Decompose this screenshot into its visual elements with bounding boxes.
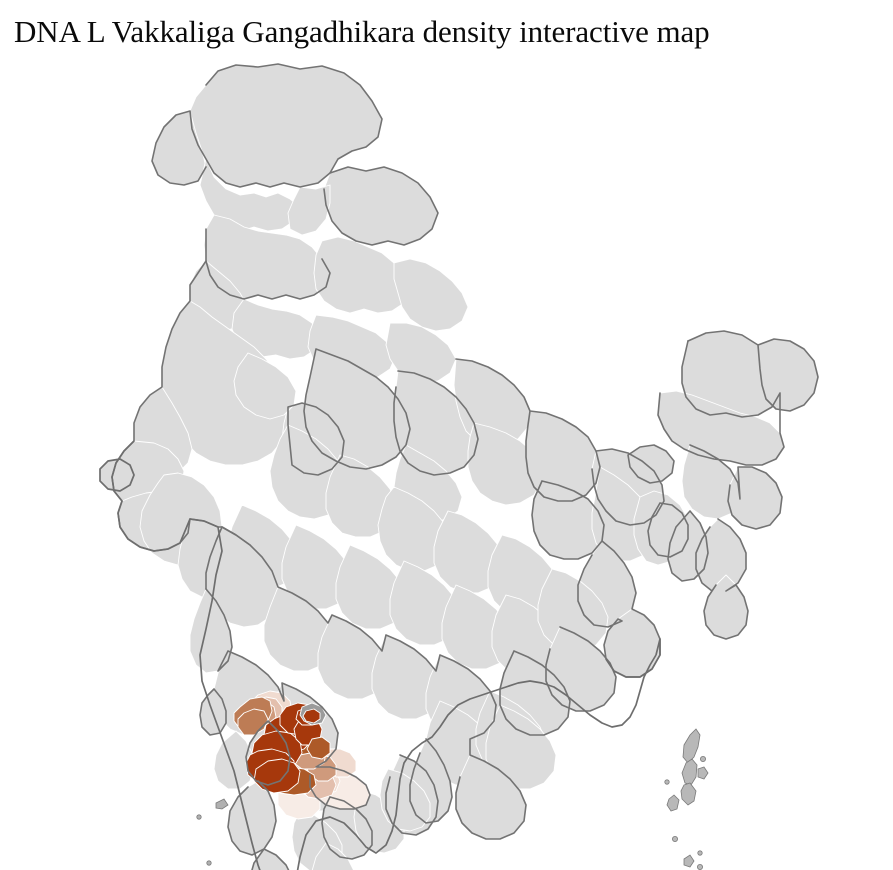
andaman-small-island-a	[697, 766, 709, 780]
district-bengaluru-core-dot[interactable]	[302, 708, 321, 724]
page-title: DNA L Vakkaliga Gangadhikara density int…	[14, 14, 710, 49]
lakshadweep-islet-3	[215, 798, 229, 810]
andaman-islet-1	[700, 756, 707, 763]
andaman-middle-island	[681, 758, 698, 786]
coastline-layer	[99, 440, 661, 870]
nicobar-islet-2	[697, 850, 703, 856]
island-layer	[196, 728, 709, 870]
andaman-islet-2	[664, 779, 670, 785]
lakshadweep-islet-1	[196, 814, 202, 820]
map-canvas[interactable]	[0, 55, 893, 870]
andaman-south-island	[680, 782, 697, 806]
lakshadweep-islet-2	[206, 860, 212, 866]
district-region-detached[interactable]	[306, 736, 331, 760]
nicobar-islet-3	[697, 864, 703, 870]
india-district-map[interactable]	[0, 55, 893, 870]
state-border-layer	[111, 63, 819, 870]
nicobar-islet-1	[672, 836, 679, 843]
andaman-north-island	[682, 728, 701, 764]
district-layer	[99, 63, 819, 870]
nicobar-great-island	[683, 854, 695, 868]
nicobar-car-island	[666, 794, 680, 812]
